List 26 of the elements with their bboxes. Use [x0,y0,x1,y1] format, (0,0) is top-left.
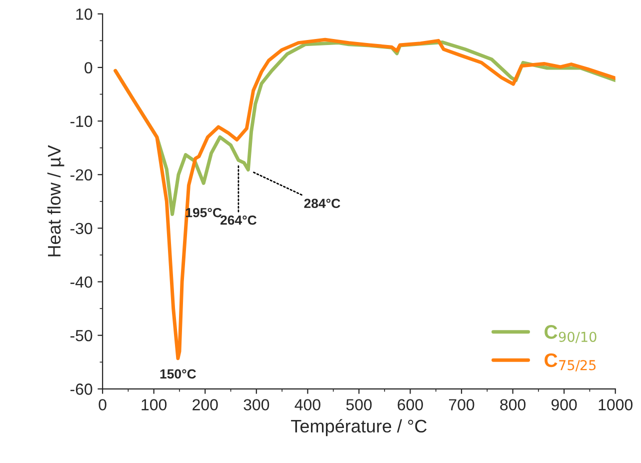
x-tick-label: 800 [500,399,526,410]
y-axis-title: Heat flow / µV [47,145,64,256]
annotation: 284°C [304,198,340,208]
y-tick-label: 0 [84,62,92,74]
y-tick-label: -30 [70,222,92,234]
annotation: 264°C [220,215,257,225]
legend-label: C$_{75/25}$ [544,353,596,372]
x-tick-label: 900 [552,399,577,410]
x-tick-label: 100 [142,399,167,410]
y-tick-label: -10 [70,116,92,127]
y-tick-label: -40 [70,276,92,288]
x-tick-label: 400 [294,399,320,410]
x-tick-label: 300 [244,399,270,410]
x-tick-label: 200 [192,399,218,410]
x-tick-label: 500 [346,399,372,410]
x-axis-title: Température / °C [291,419,427,436]
legend-label: C$_{90/10}$ [544,325,596,344]
y-tick-label: -20 [70,169,92,181]
y-tick-label: -60 [70,384,92,395]
x-tick-label: 0 [98,399,106,410]
annotation: 150°C [160,369,196,379]
x-tick-label: 1000 [598,399,633,410]
x-tick-label: 700 [449,399,474,410]
y-tick-label: 10 [76,8,92,20]
y-tick-label: -50 [70,330,92,342]
x-tick-label: 600 [398,399,423,410]
